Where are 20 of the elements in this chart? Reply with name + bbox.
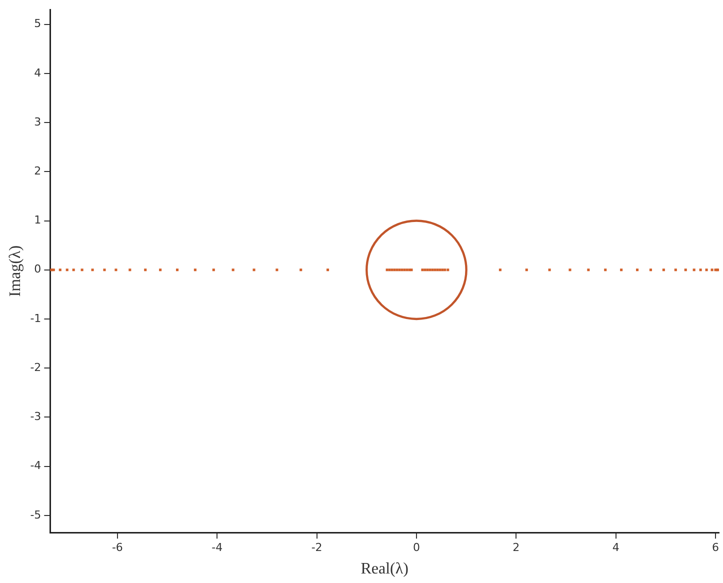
x-tick-label: -2 — [311, 541, 322, 554]
y-tick-label: 4 — [34, 66, 42, 80]
y-tick-label: 0 — [34, 262, 42, 276]
y-tick-label: -4 — [30, 459, 42, 472]
y-tick-label: -1 — [30, 312, 42, 325]
y-tick-label: 1 — [34, 214, 42, 227]
x-tick-label: 6 — [712, 541, 720, 554]
y-tick-label: -2 — [30, 360, 42, 374]
x-tick-label: 2 — [512, 541, 520, 554]
y-axis-title: Imag(λ) — [6, 245, 24, 297]
y-tick-label: 5 — [34, 17, 42, 30]
x-tick-label: 0 — [412, 541, 420, 554]
y-tick-label: -3 — [30, 410, 42, 424]
x-tick-label: -6 — [112, 541, 123, 554]
x-axis-title: Real(λ) — [360, 560, 408, 578]
x-tick-label: -4 — [212, 541, 223, 554]
x-tick-label: 4 — [612, 541, 620, 554]
y-tick-label: 2 — [34, 164, 42, 178]
y-tick-label: -5 — [30, 508, 42, 522]
y-tick-label: 3 — [34, 115, 42, 128]
